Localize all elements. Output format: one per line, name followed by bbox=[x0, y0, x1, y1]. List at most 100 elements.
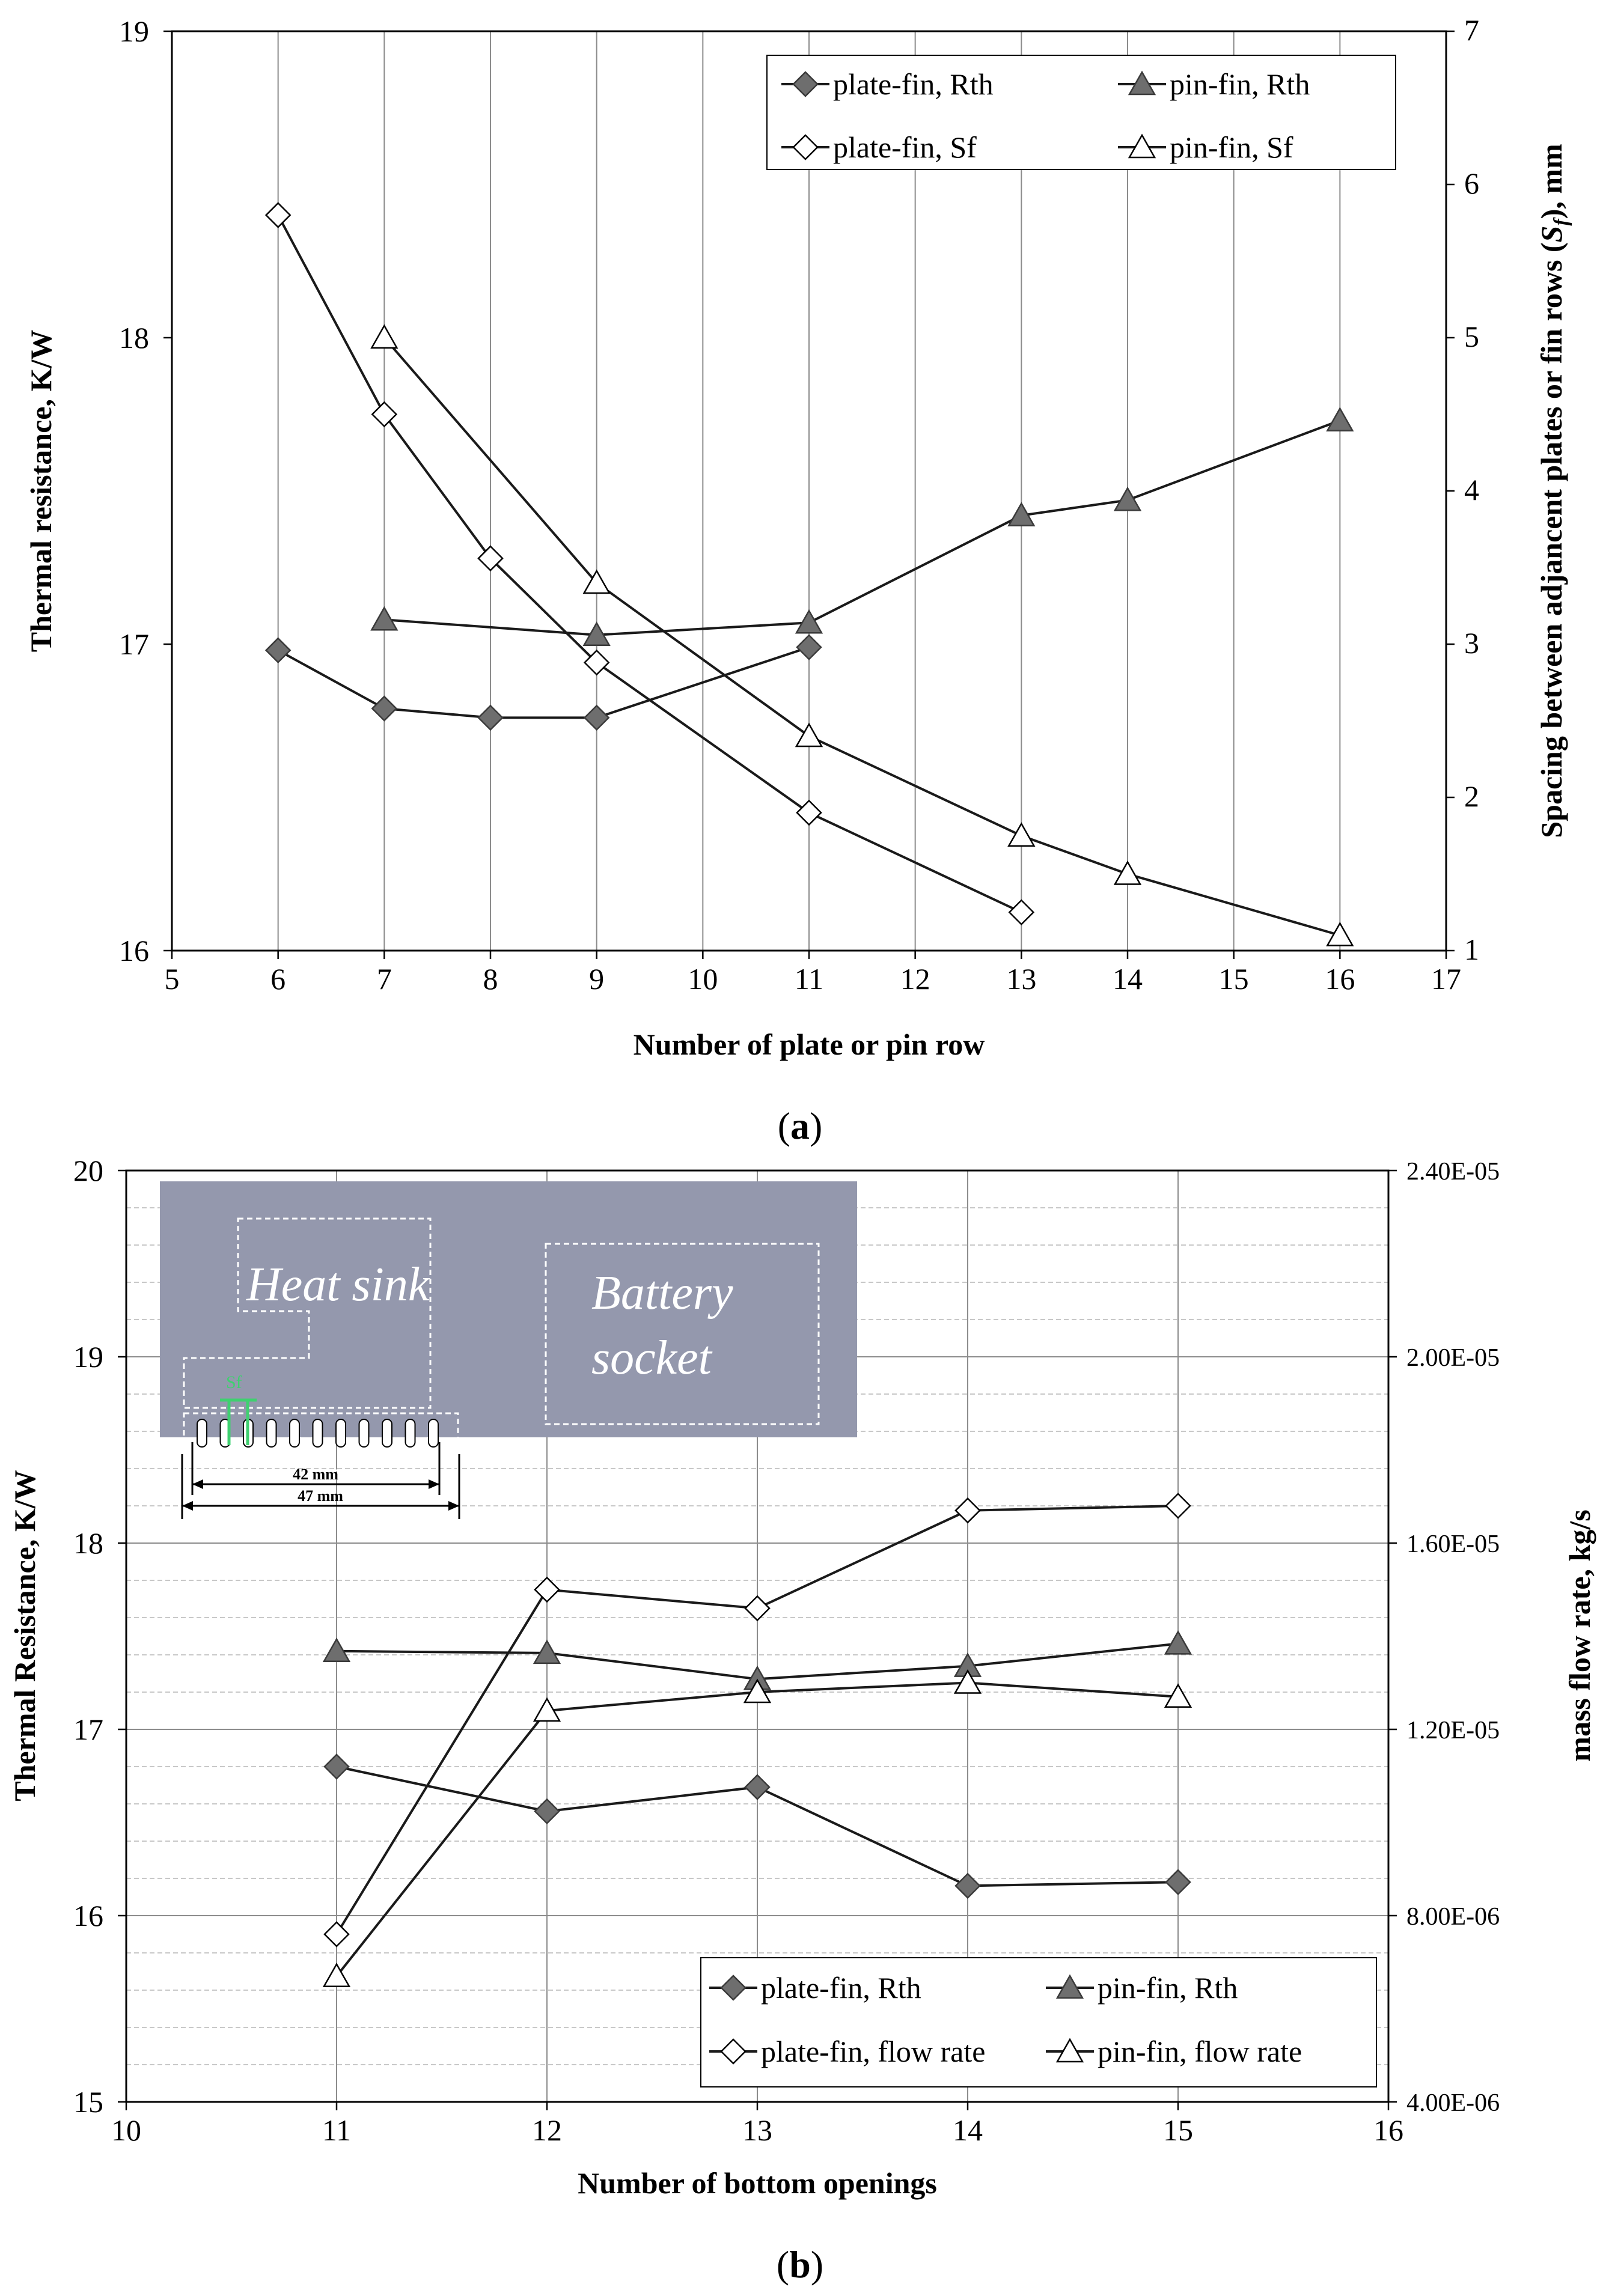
panel-a-caption: (a) bbox=[778, 1104, 823, 1147]
dimension-42mm: 42 mm bbox=[293, 1466, 338, 1483]
point-plate-fin-rth-4 bbox=[796, 634, 822, 660]
y2-tick-label-2: 1.20E-05 bbox=[1406, 1717, 1500, 1744]
opening-3 bbox=[266, 1419, 277, 1448]
legend-label-pin-fin-rth: pin-fin, Rth bbox=[1098, 1971, 1238, 2005]
battery-label-line-2: socket bbox=[591, 1332, 713, 1384]
point-pin-fin-rth-2 bbox=[795, 609, 823, 634]
point-pin-fin-rth-4 bbox=[1113, 486, 1142, 511]
point-pin-fin-flow-rate-3 bbox=[953, 1669, 982, 1694]
point-plate-fin-sf-1 bbox=[371, 401, 398, 428]
y2-title-part-4: ), mm bbox=[1534, 144, 1568, 219]
legend-marker-plate-fin-sf bbox=[792, 134, 819, 160]
point-plate-fin-sf-0 bbox=[264, 202, 292, 228]
battery-label-line-1: Battery bbox=[591, 1267, 733, 1320]
point-pin-fin-rth-1 bbox=[533, 1639, 561, 1664]
y2-tick-label-1: 2 bbox=[1464, 779, 1479, 813]
opening-8 bbox=[382, 1419, 392, 1448]
y-tick-label-2: 17 bbox=[73, 1713, 103, 1746]
panel-a-y2-axis-title: Spacing between adjancent plates or fin … bbox=[1534, 144, 1572, 838]
point-pin-fin-sf-4 bbox=[1113, 860, 1142, 885]
point-pin-fin-flow-rate-0 bbox=[322, 1963, 351, 1987]
point-plate-fin-flow-rate-3 bbox=[954, 1497, 981, 1524]
panel-b-caption-letter: b bbox=[789, 2243, 811, 2286]
series-line-pin-fin-rth bbox=[384, 419, 1341, 636]
x-tick-label-4: 9 bbox=[589, 962, 604, 996]
panel-b-y2-axis-title: mass flow rate, kg/s bbox=[1563, 1509, 1596, 1761]
y-tick-label-1: 16 bbox=[73, 1899, 103, 1932]
battery-socket-outline bbox=[545, 1243, 820, 1425]
point-pin-fin-sf-1 bbox=[582, 569, 611, 594]
x-tick-label-2: 12 bbox=[532, 2113, 562, 2147]
point-pin-fin-flow-rate-2 bbox=[743, 1678, 772, 1704]
x-tick-label-5: 15 bbox=[1163, 2113, 1193, 2147]
point-plate-fin-sf-2 bbox=[477, 545, 504, 571]
point-plate-fin-flow-rate-0 bbox=[323, 1921, 350, 1947]
y2-tick-label-4: 2.00E-05 bbox=[1406, 1344, 1500, 1372]
x-tick-label-0: 10 bbox=[111, 2113, 141, 2147]
sf-label: Sf bbox=[226, 1372, 242, 1392]
panel-a-series bbox=[264, 202, 1354, 946]
panel-b-legend: plate-fin, Rth pin-fin, Rth plate-fin, flo… bbox=[700, 1957, 1377, 2087]
opening-6 bbox=[335, 1419, 346, 1448]
point-plate-fin-rth-3 bbox=[954, 1872, 981, 1899]
point-pin-fin-rth-1 bbox=[582, 621, 611, 646]
point-plate-fin-flow-rate-2 bbox=[744, 1595, 771, 1622]
legend-label-plate-fin-rth: plate-fin, Rth bbox=[833, 67, 994, 101]
x-tick-label-9: 14 bbox=[1113, 962, 1143, 996]
y2-tick-label-5: 6 bbox=[1464, 166, 1479, 200]
panel-b-legend-box bbox=[700, 1957, 1377, 2087]
legend-label-plate-fin-flow-rate: plate-fin, flow rate bbox=[761, 2035, 985, 2068]
panel-b-caption: (b) bbox=[777, 2243, 823, 2286]
legend-marker-plate-fin-rth bbox=[720, 1975, 747, 2001]
panel-b-legend-items: plate-fin, Rth pin-fin, Rth plate-fin, flo… bbox=[709, 1971, 1302, 2068]
opening-5 bbox=[312, 1419, 323, 1448]
y2-tick-label-1: 8.00E-06 bbox=[1406, 1903, 1500, 1931]
y2-tick-label-5: 2.40E-05 bbox=[1406, 1158, 1500, 1186]
x-tick-label-8: 13 bbox=[1006, 962, 1036, 996]
x-tick-label-6: 11 bbox=[795, 962, 823, 996]
y-tick-label-0: 16 bbox=[119, 934, 149, 967]
point-plate-fin-rth-2 bbox=[477, 704, 504, 731]
x-tick-label-11: 16 bbox=[1325, 962, 1355, 996]
legend-marker-pin-fin-sf bbox=[1128, 133, 1156, 159]
point-pin-fin-rth-3 bbox=[1007, 502, 1036, 527]
point-plate-fin-flow-rate-4 bbox=[1165, 1493, 1191, 1519]
point-pin-fin-sf-5 bbox=[1326, 921, 1354, 946]
dimension-47mm: 47 mm bbox=[298, 1487, 343, 1505]
y2-title-part-2: S bbox=[1534, 226, 1568, 243]
y-tick-label-3: 18 bbox=[73, 1526, 103, 1560]
panel-a-legend-box bbox=[766, 55, 1396, 170]
point-pin-fin-flow-rate-1 bbox=[533, 1697, 561, 1722]
legend-marker-plate-fin-flow-rate bbox=[720, 2038, 747, 2065]
x-tick-label-6: 16 bbox=[1373, 2113, 1403, 2147]
sf-marker bbox=[220, 1398, 257, 1445]
y-tick-label-5: 20 bbox=[73, 1154, 103, 1187]
panel-b-series bbox=[322, 1493, 1192, 1987]
opening-4 bbox=[289, 1419, 300, 1448]
y-tick-label-2: 18 bbox=[119, 321, 149, 355]
opening-0 bbox=[197, 1419, 207, 1448]
panel-a-y-axis-title: Thermal resistance, K/W bbox=[24, 330, 58, 653]
y2-title-part-1: Spacing between adjancent plates or fin … bbox=[1534, 242, 1568, 838]
point-pin-fin-rth-4 bbox=[1164, 1630, 1192, 1655]
x-tick-label-1: 6 bbox=[270, 962, 285, 996]
x-tick-label-1: 11 bbox=[322, 2113, 351, 2147]
heat-sink-label: Heat sink bbox=[246, 1258, 430, 1311]
bottom-openings bbox=[197, 1419, 439, 1448]
point-plate-fin-rth-0 bbox=[264, 637, 292, 663]
heat-sink-outline bbox=[183, 1217, 432, 1409]
series-line-plate-fin-sf bbox=[276, 215, 1022, 914]
x-tick-label-7: 12 bbox=[900, 962, 930, 996]
inset-background bbox=[160, 1181, 857, 1437]
y-tick-label-4: 19 bbox=[73, 1340, 103, 1374]
x-tick-label-2: 7 bbox=[377, 962, 392, 996]
panel-b-tick-labels: 10 11 12 13 14 15 16 15 16 17 18 19 20 4.00E-06 8.00E-… bbox=[73, 1154, 1500, 2147]
y-tick-label-3: 19 bbox=[119, 14, 149, 48]
y2-tick-label-0: 1 bbox=[1464, 933, 1479, 966]
point-plate-fin-sf-5 bbox=[1008, 899, 1035, 926]
point-plate-fin-rth-4 bbox=[1165, 1869, 1191, 1895]
